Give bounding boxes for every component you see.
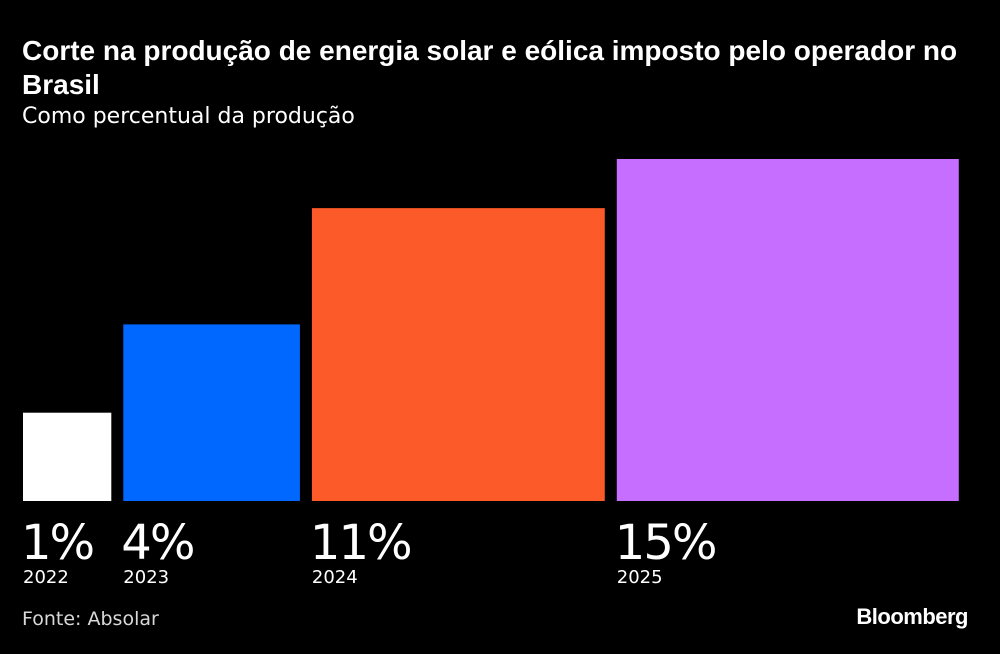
year-label-2023: 2023	[123, 567, 169, 588]
bar-2023	[123, 324, 300, 501]
chart-subtitle: Como percentual da produção	[22, 104, 355, 129]
value-label-2022: 1%	[21, 515, 93, 571]
year-label-2022: 2022	[23, 567, 69, 588]
chart-title: Corte na produção de energia solar e eól…	[22, 35, 958, 100]
bar-2025	[616, 159, 959, 501]
source-note: Fonte: Absolar	[22, 608, 159, 630]
year-label-2024: 2024	[312, 567, 358, 588]
value-label-2025: 15%	[615, 515, 716, 571]
bar-2024	[311, 208, 605, 501]
value-label-2023: 4%	[121, 515, 193, 571]
bar-2022	[23, 412, 112, 501]
year-label-2025: 2025	[617, 567, 663, 588]
value-label-2024: 11%	[310, 515, 411, 571]
bloomberg-logo: Bloomberg	[856, 604, 968, 629]
